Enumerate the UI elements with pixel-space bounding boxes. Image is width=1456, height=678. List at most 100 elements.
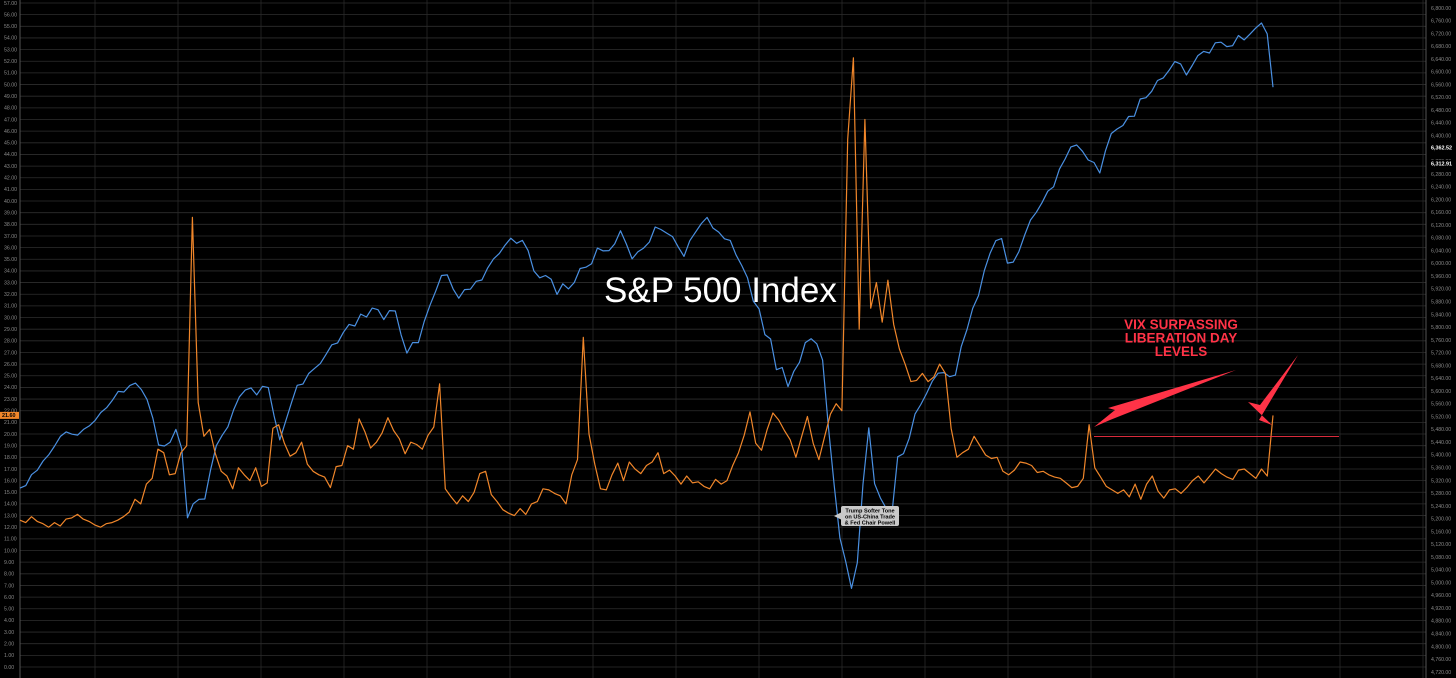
left-tick-label: 17.00 xyxy=(4,467,17,473)
right-tick-label: 5,960.00 xyxy=(1431,274,1451,280)
right-tick-label: 5,200.00 xyxy=(1431,517,1451,523)
left-tick-label: 28.00 xyxy=(4,339,17,345)
spx-series-line xyxy=(19,22,1274,590)
left-tick-label: 44.00 xyxy=(4,152,17,158)
left-tick-label: 23.00 xyxy=(4,397,17,403)
right-tick-label: 4,800.00 xyxy=(1431,644,1451,650)
left-tick-label: 27.00 xyxy=(4,350,17,356)
left-tick-label: 31.00 xyxy=(4,304,17,310)
left-tick-label: 11.00 xyxy=(4,537,17,543)
right-tick-label: 6,560.00 xyxy=(1431,82,1451,88)
left-tick-label: 9.00 xyxy=(4,560,14,566)
right-tick-label: 6,120.00 xyxy=(1431,223,1451,229)
right-tick-label: 5,600.00 xyxy=(1431,389,1451,395)
left-tick-label: 50.00 xyxy=(4,82,17,88)
right-highlight-box xyxy=(1428,144,1456,152)
right-tick-label: 5,840.00 xyxy=(1431,312,1451,318)
left-tick-label: 42.00 xyxy=(4,176,17,182)
grid xyxy=(20,0,1426,678)
arrow-right xyxy=(1248,355,1298,425)
right-tick-label: 6,200.00 xyxy=(1431,197,1451,203)
right-tick-label: 5,760.00 xyxy=(1431,338,1451,344)
left-axis: 0.00 1.00 2.00 3.00 4.00 5.00 6.00 7.00 8.00 9.00… xyxy=(4,1,17,671)
right-highlight-label: 6,312.91 xyxy=(1431,161,1452,167)
right-axis: 4,720.00 4,760.00 4,800.00 4,840.00 4,880.00… xyxy=(1431,6,1451,676)
left-tick-label: 7.00 xyxy=(4,583,14,589)
right-tick-label: 5,080.00 xyxy=(1431,555,1451,561)
right-tick-label: 5,040.00 xyxy=(1431,568,1451,574)
right-highlight-box xyxy=(1428,159,1456,167)
left-tick-label: 5.00 xyxy=(4,607,14,613)
left-tick-label: 30.00 xyxy=(4,315,17,321)
left-tick-label: 13.00 xyxy=(4,513,17,519)
callout-box xyxy=(841,506,899,526)
left-tick-label: 34.00 xyxy=(4,269,17,275)
right-tick-label: 5,800.00 xyxy=(1431,325,1451,331)
right-tick-label: 5,440.00 xyxy=(1431,440,1451,446)
right-tick-label: 5,560.00 xyxy=(1431,402,1451,408)
right-tick-label: 6,440.00 xyxy=(1431,121,1451,127)
right-tick-label: 6,160.00 xyxy=(1431,210,1451,216)
right-tick-label: 4,720.00 xyxy=(1431,670,1451,676)
left-tick-label: 40.00 xyxy=(4,199,17,205)
right-tick-label: 6,480.00 xyxy=(1431,108,1451,114)
right-tick-label: 5,480.00 xyxy=(1431,427,1451,433)
left-tick-label: 47.00 xyxy=(4,117,17,123)
right-tick-label: 5,320.00 xyxy=(1431,478,1451,484)
left-tick-label: 16.00 xyxy=(4,478,17,484)
right-tick-label: 5,520.00 xyxy=(1431,414,1451,420)
callout-pointer xyxy=(834,512,841,520)
annotation-line: LIBERATION DAY xyxy=(1125,331,1238,346)
right-tick-label: 6,400.00 xyxy=(1431,133,1451,139)
right-tick-label: 4,920.00 xyxy=(1431,606,1451,612)
left-tick-label: 2.00 xyxy=(4,642,14,648)
right-tick-label: 5,120.00 xyxy=(1431,542,1451,548)
annotation-line: VIX SURPASSING xyxy=(1124,317,1238,332)
left-tick-label: 1.00 xyxy=(4,653,14,659)
right-tick-label: 5,240.00 xyxy=(1431,504,1451,510)
right-tick-label: 5,160.00 xyxy=(1431,529,1451,535)
left-tick-label: 36.00 xyxy=(4,245,17,251)
left-tick-label: 33.00 xyxy=(4,280,17,286)
right-tick-label: 5,400.00 xyxy=(1431,453,1451,459)
left-tick-label: 24.00 xyxy=(4,385,17,391)
left-tick-label: 21.00 xyxy=(4,420,17,426)
vix-series-line xyxy=(19,57,1274,528)
left-tick-label: 37.00 xyxy=(4,234,17,240)
right-tick-label: 5,360.00 xyxy=(1431,465,1451,471)
right-tick-label: 6,760.00 xyxy=(1431,19,1451,25)
right-tick-label: 5,280.00 xyxy=(1431,491,1451,497)
left-highlight-box xyxy=(0,411,19,419)
left-tick-label: 43.00 xyxy=(4,164,17,170)
right-highlight-label: 6,362.52 xyxy=(1431,145,1452,151)
right-tick-label: 4,760.00 xyxy=(1431,657,1451,663)
left-tick-label: 19.00 xyxy=(4,443,17,449)
left-tick-label: 51.00 xyxy=(4,71,17,77)
right-tick-label: 4,960.00 xyxy=(1431,593,1451,599)
left-tick-label: 20.00 xyxy=(4,432,17,438)
left-tick-label: 14.00 xyxy=(4,502,17,508)
left-tick-label: 29.00 xyxy=(4,327,17,333)
left-tick-label: 22.00 xyxy=(4,409,17,415)
left-tick-label: 55.00 xyxy=(4,24,17,30)
left-tick-label: 52.00 xyxy=(4,59,17,65)
left-tick-label: 10.00 xyxy=(4,548,17,554)
left-tick-label: 38.00 xyxy=(4,222,17,228)
axis-highlights: 21.60 6,362.52 6,312.91 xyxy=(0,144,1456,419)
callout-line: on US-China Trade xyxy=(845,515,895,521)
left-tick-label: 41.00 xyxy=(4,187,17,193)
left-tick-label: 12.00 xyxy=(4,525,17,531)
right-tick-label: 6,040.00 xyxy=(1431,248,1451,254)
right-tick-label: 6,640.00 xyxy=(1431,57,1451,63)
right-tick-label: 6,000.00 xyxy=(1431,261,1451,267)
right-tick-label: 6,280.00 xyxy=(1431,172,1451,178)
right-tick-label: 6,240.00 xyxy=(1431,185,1451,191)
series-group xyxy=(19,22,1274,590)
left-tick-label: 6.00 xyxy=(4,595,14,601)
left-tick-label: 49.00 xyxy=(4,94,17,100)
left-tick-label: 57.00 xyxy=(4,1,17,7)
left-tick-label: 32.00 xyxy=(4,292,17,298)
right-tick-label: 6,680.00 xyxy=(1431,44,1451,50)
